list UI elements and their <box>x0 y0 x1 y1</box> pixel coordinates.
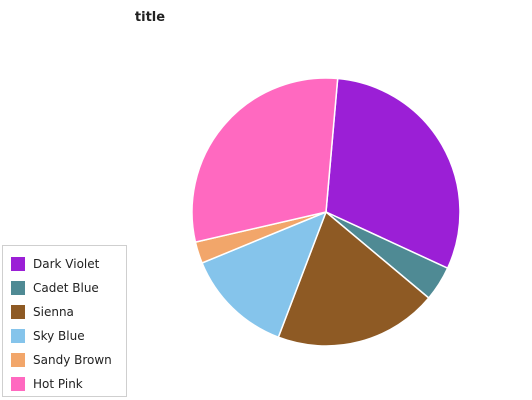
legend-swatch-dark-violet <box>11 257 25 271</box>
legend-label-cadet-blue: Cadet Blue <box>33 281 99 295</box>
legend-item-sienna: Sienna <box>11 304 74 320</box>
legend-swatch-sienna <box>11 305 25 319</box>
legend-label-sandy-brown: Sandy Brown <box>33 353 112 367</box>
legend-item-dark-violet: Dark Violet <box>11 256 99 272</box>
legend-item-sky-blue: Sky Blue <box>11 328 85 344</box>
legend-item-sandy-brown: Sandy Brown <box>11 352 112 368</box>
legend: Dark Violet Cadet Blue Sienna Sky Blue S… <box>2 245 127 397</box>
legend-label-hot-pink: Hot Pink <box>33 377 83 391</box>
legend-swatch-sky-blue <box>11 329 25 343</box>
legend-item-cadet-blue: Cadet Blue <box>11 280 99 296</box>
legend-swatch-sandy-brown <box>11 353 25 367</box>
legend-item-hot-pink: Hot Pink <box>11 376 83 392</box>
legend-swatch-hot-pink <box>11 377 25 391</box>
legend-swatch-cadet-blue <box>11 281 25 295</box>
legend-label-sienna: Sienna <box>33 305 74 319</box>
legend-label-sky-blue: Sky Blue <box>33 329 85 343</box>
legend-label-dark-violet: Dark Violet <box>33 257 99 271</box>
